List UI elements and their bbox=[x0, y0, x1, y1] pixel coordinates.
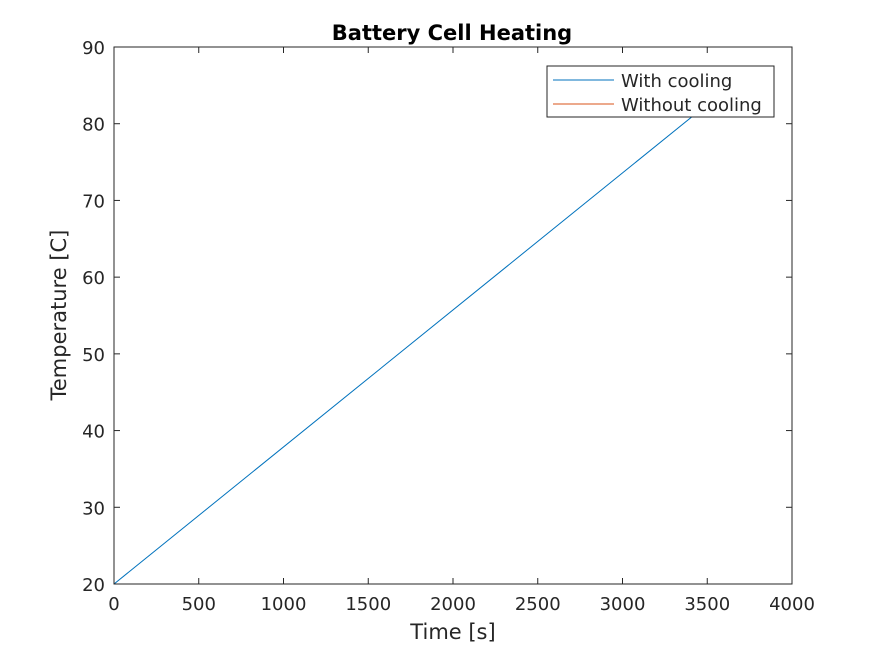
legend-label-with-cooling: With cooling bbox=[621, 71, 732, 92]
x-axis-label: Time [s] bbox=[409, 620, 495, 644]
x-tick-label: 2500 bbox=[515, 594, 561, 615]
legend-label-without-cooling: Without cooling bbox=[621, 95, 762, 116]
y-tick-label: 80 bbox=[82, 115, 105, 136]
y-tick-label: 70 bbox=[82, 191, 105, 212]
legend: With cooling Without cooling bbox=[546, 65, 775, 118]
y-tick-label: 30 bbox=[82, 498, 105, 519]
y-tick-label: 90 bbox=[82, 38, 105, 59]
series-layer bbox=[114, 90, 725, 584]
y-tick-label: 60 bbox=[82, 268, 105, 289]
x-tick-label: 3000 bbox=[600, 594, 646, 615]
chart-title: Battery Cell Heating bbox=[332, 21, 572, 45]
x-tick-label: 3500 bbox=[684, 594, 730, 615]
x-tick-label: 500 bbox=[182, 594, 216, 615]
legend-box bbox=[546, 65, 775, 118]
x-tick-label: 4000 bbox=[769, 594, 815, 615]
x-tick-label: 2000 bbox=[430, 594, 476, 615]
y-axis-label: Temperature [C] bbox=[47, 230, 71, 402]
plot-area bbox=[114, 47, 792, 584]
ticks-layer: 0 500 1000 1500 2000 2500 3000 3500 4000 20 30 40 50… bbox=[82, 38, 815, 615]
x-tick-label: 1500 bbox=[345, 594, 391, 615]
axes-box bbox=[113, 46, 793, 585]
y-tick-label: 50 bbox=[82, 345, 105, 366]
y-tick-label: 20 bbox=[82, 575, 105, 596]
x-tick-label: 0 bbox=[108, 594, 119, 615]
x-tick-label: 1000 bbox=[261, 594, 307, 615]
y-tick-label: 40 bbox=[82, 422, 105, 443]
series-line-with-cooling bbox=[114, 90, 725, 584]
